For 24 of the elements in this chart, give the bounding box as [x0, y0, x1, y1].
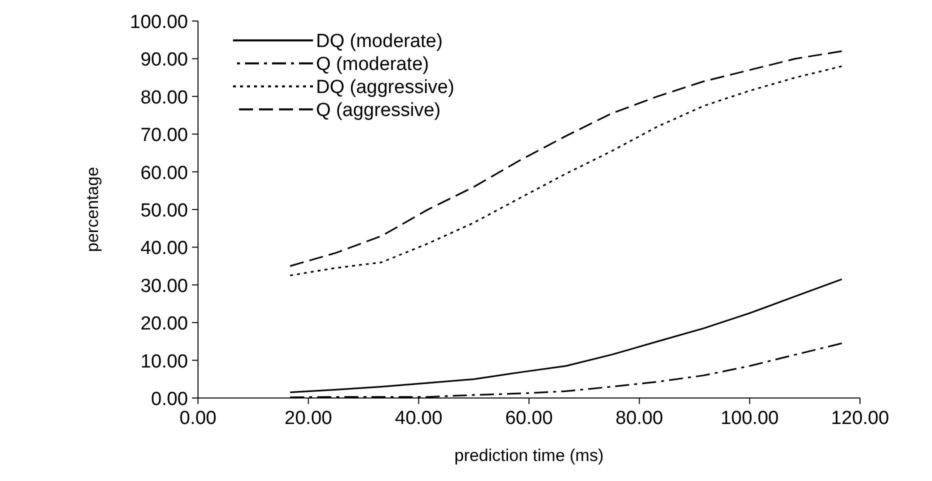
y-tick-label: 40.00: [140, 238, 188, 260]
legend-label: Q (aggressive): [316, 100, 441, 121]
x-axis-title: prediction time (ms): [454, 446, 604, 465]
x-tick-label: 80.00: [616, 408, 664, 429]
y-tick-label: 70.00: [140, 125, 188, 146]
x-tick-label: 100.00: [720, 408, 779, 429]
x-tick-label: 60.00: [505, 408, 553, 429]
y-tick-label: 100.00: [130, 12, 188, 33]
x-tick-label: 0.00: [180, 408, 216, 429]
y-tick-label: 30.00: [140, 276, 188, 297]
y-tick-label: 80.00: [140, 87, 188, 108]
x-tick-label: 40.00: [394, 408, 442, 429]
x-tick-label: 20.00: [284, 408, 332, 429]
y-tick-label: 50.00: [140, 200, 188, 222]
legend-label: Q (moderate): [316, 54, 429, 75]
y-tick-label: 10.00: [140, 351, 188, 372]
y-axis-title: percentage: [83, 166, 102, 252]
x-tick-label: 120.00: [830, 408, 890, 429]
y-tick-label: 90.00: [140, 50, 188, 71]
legend-label: DQ (moderate): [316, 30, 443, 52]
y-tick-label: 0.00: [151, 389, 188, 410]
y-tick-label: 60.00: [140, 162, 188, 184]
legend-label: DQ (aggressive): [316, 76, 454, 98]
y-tick-label: 20.00: [140, 314, 188, 335]
